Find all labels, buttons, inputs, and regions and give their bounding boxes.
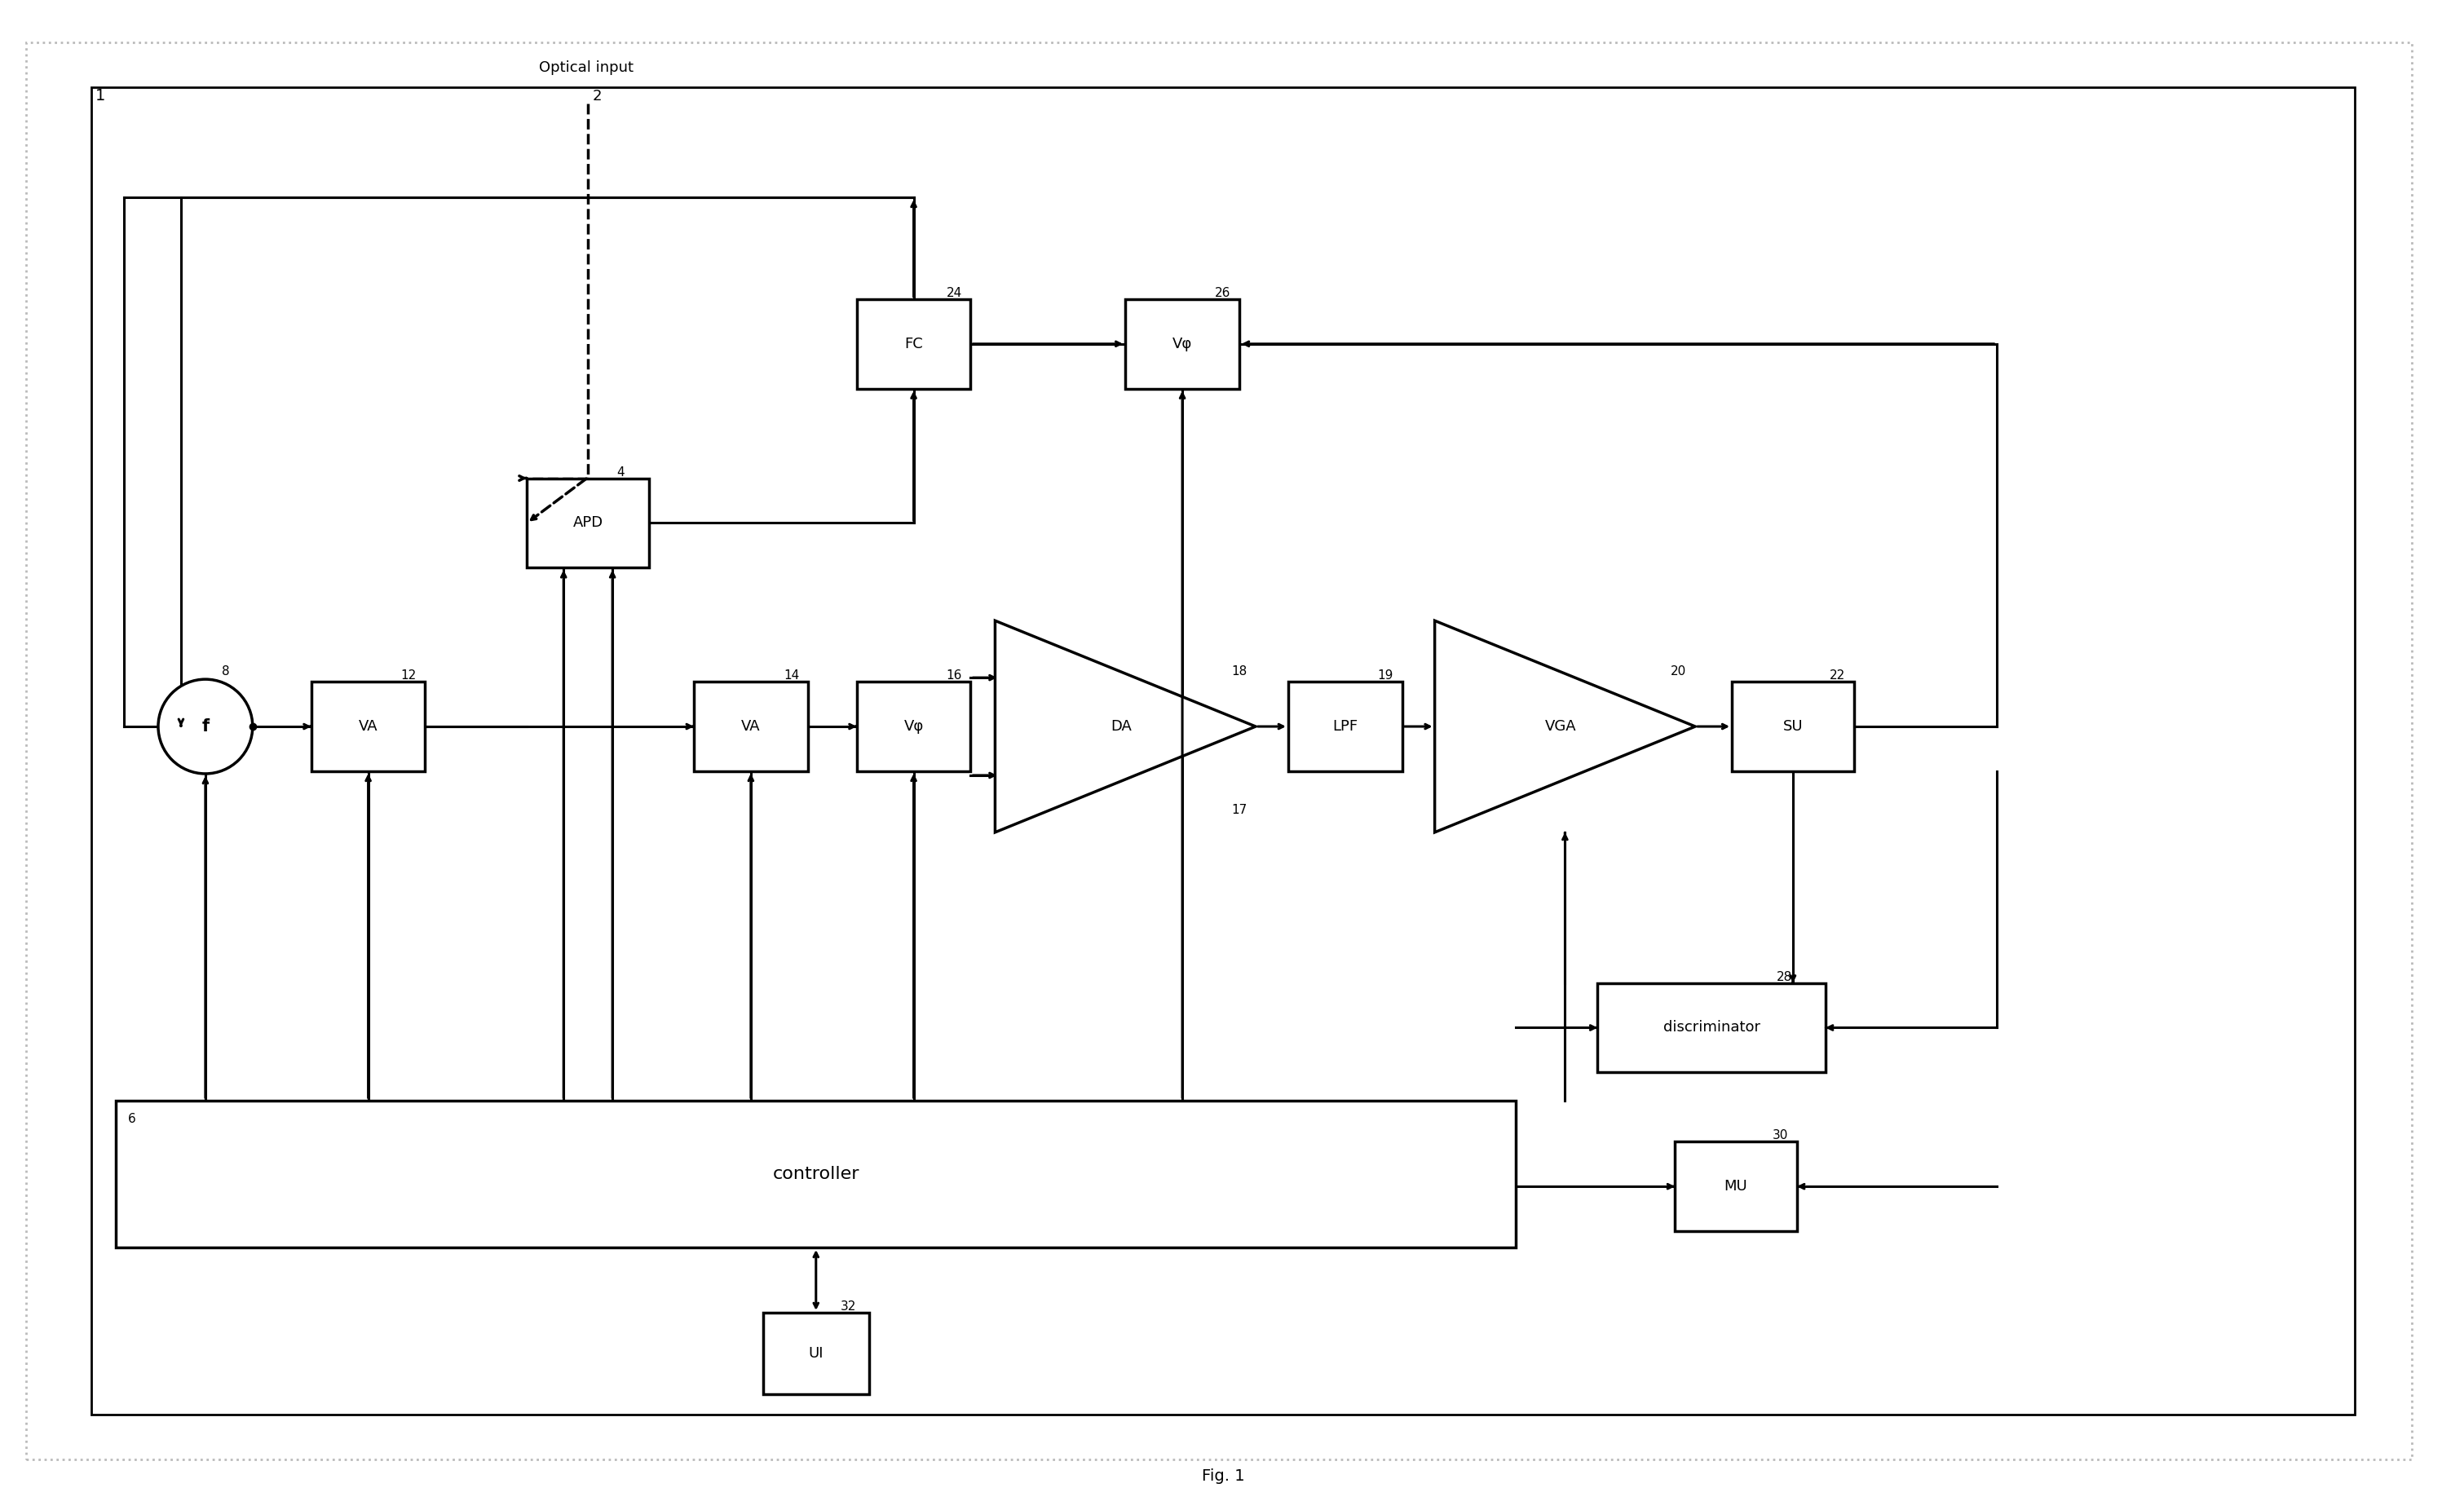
FancyBboxPatch shape: [1676, 1142, 1796, 1231]
Text: 20: 20: [1671, 665, 1685, 677]
Text: 2: 2: [591, 89, 601, 104]
FancyBboxPatch shape: [695, 681, 808, 772]
FancyBboxPatch shape: [27, 42, 2412, 1459]
FancyBboxPatch shape: [527, 479, 648, 567]
Text: 28: 28: [1777, 971, 1791, 983]
Text: Optical input: Optical input: [540, 60, 633, 75]
FancyBboxPatch shape: [1732, 681, 1853, 772]
Text: 22: 22: [1831, 669, 1846, 681]
FancyBboxPatch shape: [1597, 983, 1826, 1073]
Text: 4: 4: [616, 465, 623, 479]
Text: 26: 26: [1215, 287, 1230, 299]
Text: VA: VA: [742, 719, 761, 734]
Text: 32: 32: [840, 1300, 855, 1313]
FancyBboxPatch shape: [116, 1100, 1515, 1247]
Text: 12: 12: [402, 669, 416, 681]
FancyBboxPatch shape: [764, 1313, 870, 1394]
Text: 18: 18: [1232, 665, 1247, 677]
Text: 6: 6: [128, 1114, 136, 1126]
Text: Vφ: Vφ: [1173, 336, 1193, 351]
Text: Fig. 1: Fig. 1: [1202, 1468, 1244, 1483]
Text: 19: 19: [1377, 669, 1395, 681]
Text: 30: 30: [1772, 1129, 1789, 1142]
Text: SU: SU: [1784, 719, 1804, 734]
FancyBboxPatch shape: [1126, 299, 1239, 389]
Text: UI: UI: [808, 1346, 823, 1361]
Text: discriminator: discriminator: [1663, 1021, 1759, 1036]
Circle shape: [158, 680, 254, 773]
Text: LPF: LPF: [1333, 719, 1358, 734]
Text: Vφ: Vφ: [904, 719, 924, 734]
FancyBboxPatch shape: [1289, 681, 1402, 772]
FancyBboxPatch shape: [857, 299, 971, 389]
Text: 8: 8: [222, 665, 229, 677]
Text: controller: controller: [774, 1166, 860, 1183]
Text: 16: 16: [946, 669, 961, 681]
Text: f: f: [202, 719, 209, 734]
Text: 14: 14: [784, 669, 798, 681]
Text: 17: 17: [1232, 805, 1247, 817]
Text: DA: DA: [1111, 719, 1131, 734]
FancyBboxPatch shape: [91, 87, 2356, 1414]
FancyBboxPatch shape: [310, 681, 426, 772]
Text: MU: MU: [1725, 1180, 1747, 1193]
Text: FC: FC: [904, 336, 924, 351]
FancyBboxPatch shape: [857, 681, 971, 772]
Text: 1: 1: [96, 89, 106, 104]
Polygon shape: [995, 620, 1257, 833]
Polygon shape: [1434, 620, 1695, 833]
Text: VGA: VGA: [1545, 719, 1577, 734]
Text: 24: 24: [946, 287, 961, 299]
Text: VA: VA: [360, 719, 377, 734]
Text: APD: APD: [574, 516, 604, 530]
